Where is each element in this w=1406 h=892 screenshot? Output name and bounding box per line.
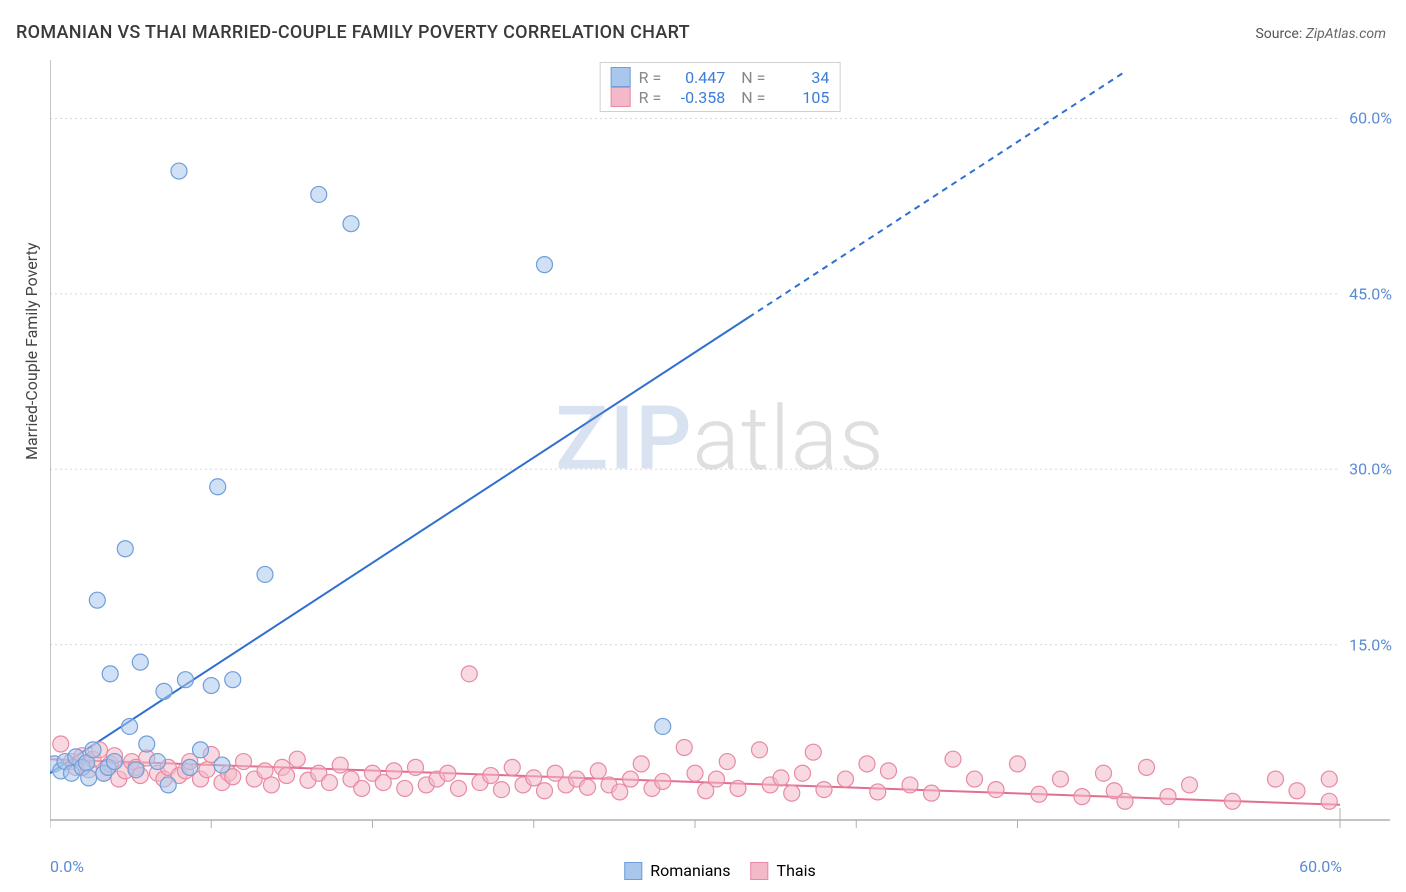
y-tick-label: 15.0% [1349, 635, 1392, 654]
source-attribution: Source: ZipAtlas.com [1255, 26, 1386, 42]
legend-swatch [624, 862, 642, 880]
stats-legend: R = 0.447 N = 34 R = -0.358 N = 105 [600, 62, 841, 112]
r-value: -0.358 [669, 88, 725, 107]
r-label: R = [639, 88, 662, 107]
legend-item: Thais [751, 861, 816, 880]
legend-label: Romanians [650, 861, 730, 880]
n-value: 105 [773, 88, 829, 107]
chart-area: Married-Couple Family Poverty ZIPatlas R… [50, 60, 1390, 850]
stats-legend-row: R = -0.358 N = 105 [611, 87, 830, 107]
x-tick-right: 60.0% [1299, 857, 1342, 876]
y-axis-label: Married-Couple Family Poverty [22, 243, 41, 460]
stats-legend-row: R = 0.447 N = 34 [611, 67, 830, 87]
r-value: 0.447 [669, 68, 725, 87]
n-value: 34 [773, 68, 829, 87]
n-label: N = [733, 68, 765, 87]
r-label: R = [639, 68, 662, 87]
y-tick-label: 45.0% [1349, 284, 1392, 303]
n-label: N = [733, 88, 765, 107]
series-legend: Romanians Thais [624, 861, 815, 880]
y-tick-label: 30.0% [1349, 460, 1392, 479]
legend-label: Thais [777, 861, 816, 880]
scatter-plot [50, 60, 1390, 850]
source-value: ZipAtlas.com [1306, 26, 1386, 42]
y-tick-label: 60.0% [1349, 109, 1392, 128]
legend-swatch [611, 67, 631, 87]
legend-swatch [751, 862, 769, 880]
source-label: Source: [1255, 26, 1302, 42]
chart-title: ROMANIAN VS THAI MARRIED-COUPLE FAMILY P… [16, 22, 690, 43]
legend-swatch [611, 87, 631, 107]
legend-item: Romanians [624, 861, 730, 880]
x-tick-left: 0.0% [50, 857, 84, 876]
